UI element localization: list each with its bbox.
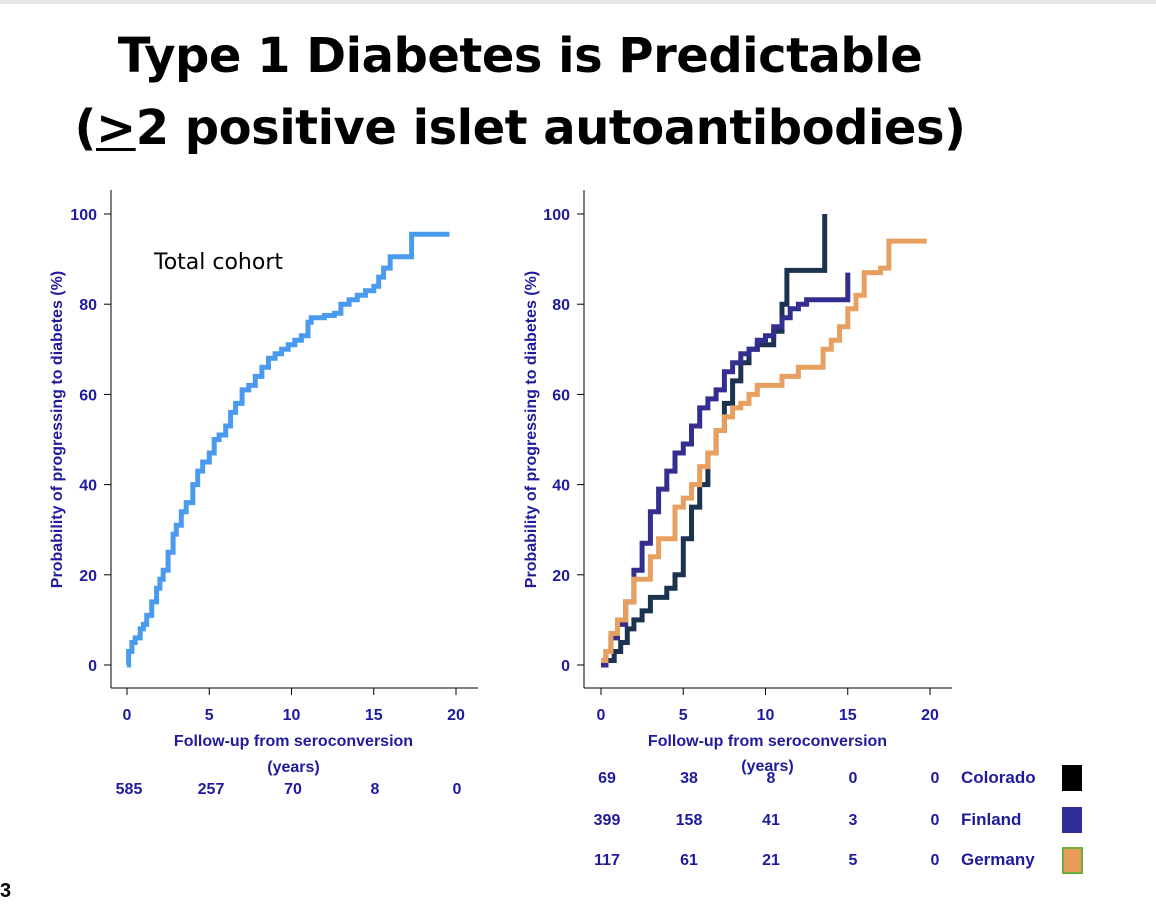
- chart2-y-tick-label: 60: [552, 387, 570, 404]
- chart1-series-total: [126, 231, 450, 668]
- chart2-x-tick-label: 10: [757, 707, 775, 724]
- chart1-y-axis-label: Probability of progressing to diabetes (…: [49, 271, 66, 588]
- chart2-risk-value: 61: [680, 852, 698, 869]
- slide-number: 3: [0, 880, 12, 902]
- chart2-series-finland: [601, 272, 851, 668]
- chart1-y-tick-label: 40: [79, 478, 97, 495]
- chart1-annotation: Total cohort: [153, 250, 283, 275]
- chart2-y-axis-label: Probability of progressing to diabetes (…: [523, 271, 540, 588]
- chart2-legend-swatch-finland: [1062, 807, 1082, 833]
- chart1-risk-value: 8: [371, 781, 380, 798]
- chart2-risk-value: 0: [931, 852, 940, 869]
- chart2-x-tick-label: 5: [679, 707, 688, 724]
- chart1-x-tick-label: 20: [447, 707, 465, 724]
- slide-title-line-1: Type 1 Diabetes is Predictable: [117, 28, 923, 84]
- chart2-y-tick-label: 40: [552, 478, 570, 495]
- top-border: [0, 0, 1156, 4]
- chart1-y-tick-label: 0: [88, 658, 97, 675]
- chart2-y-tick-label: 80: [552, 297, 570, 314]
- chart2-risk-value: 158: [676, 812, 703, 829]
- slide-title-line-2: (>2 positive islet autoantibodies): [74, 100, 966, 156]
- chart2-risk-value: 21: [762, 852, 780, 869]
- chart2-risk-value: 41: [762, 812, 780, 829]
- chart2-risk-value: 3: [849, 812, 858, 829]
- chart2-legend-label-colorado: Colorado: [961, 768, 1036, 787]
- chart1-x-tick-label: 15: [365, 707, 383, 724]
- chart2-risk-value: 0: [931, 770, 940, 787]
- chart2-legend-swatch-germany: [1062, 847, 1083, 874]
- chart2-series-germany: [601, 238, 927, 663]
- chart2-y-tick-label: 0: [561, 658, 570, 675]
- chart2-x-tick-label: 20: [921, 707, 939, 724]
- chart2-legend-label-finland: Finland: [961, 810, 1021, 829]
- chart2-y-tick-label: 20: [552, 568, 570, 585]
- chart1-x-axis-label: Follow-up from seroconversion: [174, 733, 413, 750]
- chart2-risk-value: 399: [594, 812, 621, 829]
- chart1-x-tick-label: 10: [283, 707, 301, 724]
- chart2-x-axis-label: Follow-up from seroconversion: [648, 733, 887, 750]
- chart2-risk-value: 5: [849, 852, 858, 869]
- chart1-risk-value: 257: [198, 781, 225, 798]
- chart2-risk-value: 69: [598, 770, 616, 787]
- chart2-risk-value: 0: [931, 812, 940, 829]
- chart1-x-axis-label-units: (years): [267, 759, 319, 776]
- chart2-risk-value: 117: [594, 852, 620, 869]
- chart2-risk-value: 8: [767, 770, 776, 787]
- chart1-risk-value: 585: [116, 781, 143, 798]
- chart1-y-tick-label: 60: [79, 387, 97, 404]
- chart1-risk-value: 0: [453, 781, 462, 798]
- chart2-x-tick-label: 15: [839, 707, 857, 724]
- chart1-risk-value: 70: [284, 781, 302, 798]
- chart1-y-tick-label: 100: [70, 207, 97, 224]
- chart2-risk-value: 0: [849, 770, 858, 787]
- chart1-x-tick-label: 5: [205, 707, 214, 724]
- chart2-y-tick-label: 100: [543, 207, 570, 224]
- chart2-x-axis-label-units: (years): [741, 758, 793, 775]
- chart1-y-tick-label: 20: [79, 568, 97, 585]
- greater-equal-symbol: >: [95, 100, 136, 156]
- chart1-x-tick-label: 0: [123, 707, 132, 724]
- chart2-legend-swatch-colorado: [1062, 765, 1082, 791]
- chart1-y-tick-label: 80: [79, 297, 97, 314]
- chart2-risk-value: 38: [680, 770, 698, 787]
- chart2-x-tick-label: 0: [597, 707, 606, 724]
- chart2-legend-label-germany: Germany: [961, 850, 1035, 869]
